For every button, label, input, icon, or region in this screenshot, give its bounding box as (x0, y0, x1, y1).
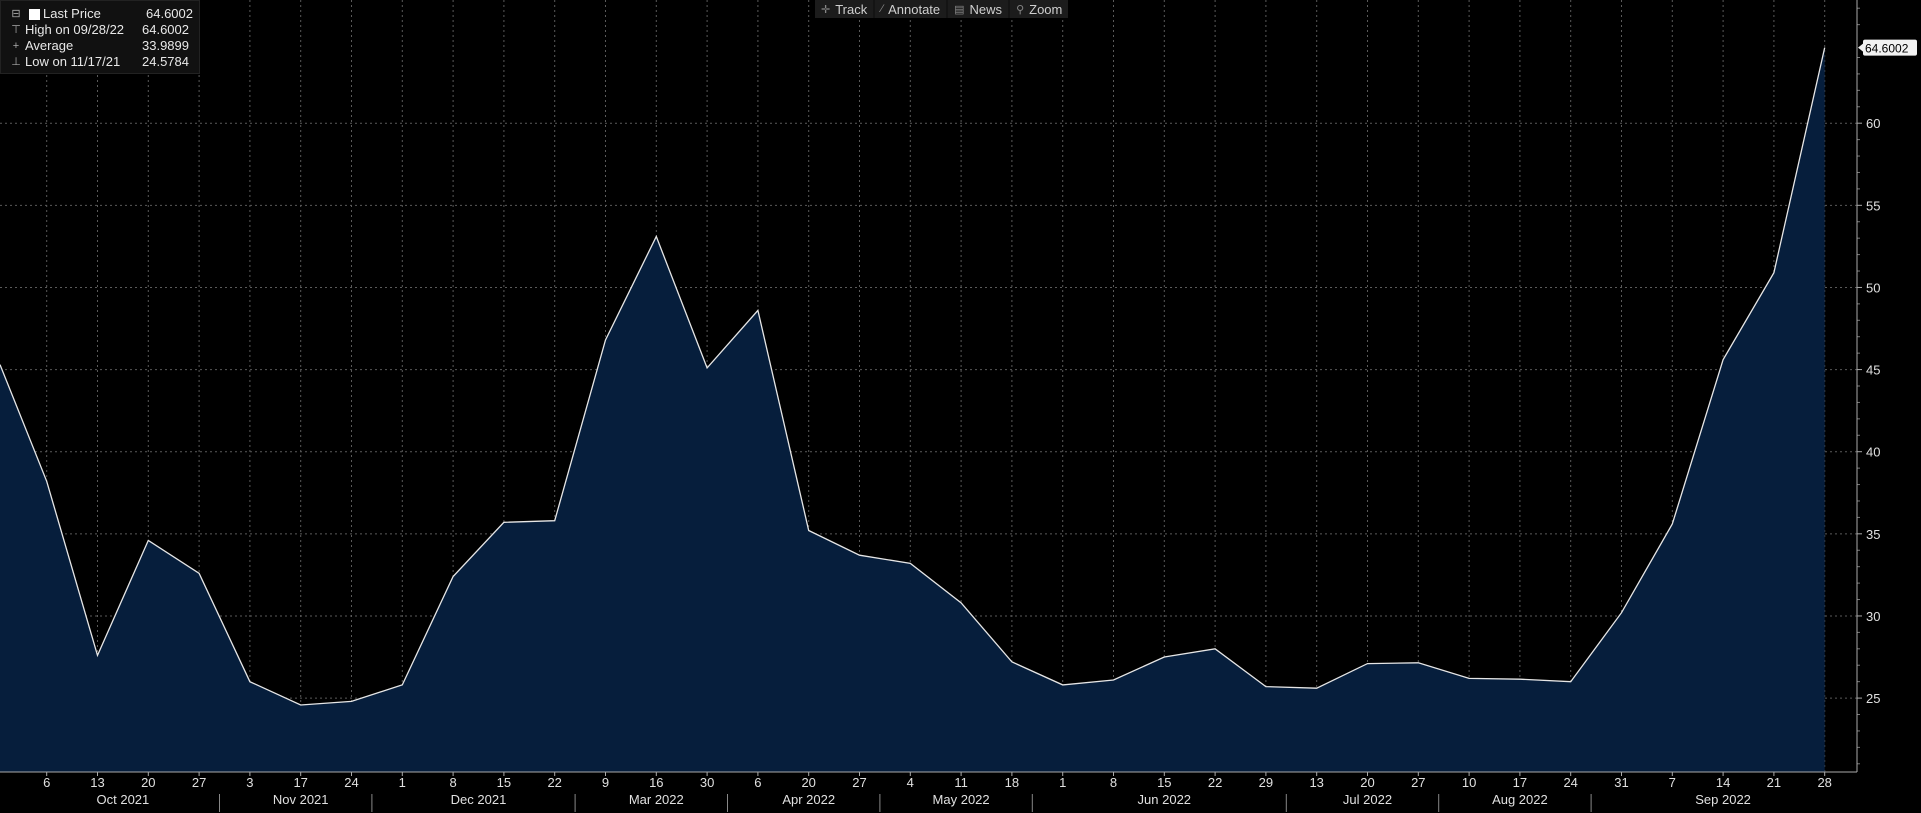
legend-row-last-price[interactable]: ⊟ Last Price 64.6002 (7, 6, 193, 22)
x-tick-label: 8 (449, 775, 456, 790)
legend-value: 33.9899 (142, 38, 189, 53)
x-tick-label: 6 (754, 775, 761, 790)
month-label: Sep 2022 (1695, 792, 1751, 807)
chart-toolbar: ✛ Track ∕ Annotate ▤ News ⚲ Zoom (815, 0, 1069, 18)
x-axis: 6 13 20 27 3 17 24 1 8 15 22 9 16 30 6 20 27 4 11 18 1 8 15 22 2… (0, 771, 1857, 812)
x-tick-label: 24 (344, 775, 358, 790)
track-button[interactable]: ✛ Track (815, 0, 874, 18)
legend-value: 64.6002 (142, 22, 189, 37)
legend-label: High on 09/28/22 (25, 22, 125, 37)
x-tick-label: 11 (954, 775, 968, 790)
x-tick-label: 13 (90, 775, 104, 790)
x-tick-label: 22 (1208, 775, 1222, 790)
legend-label: Average (25, 38, 74, 53)
x-tick-label: 27 (852, 775, 866, 790)
month-label: May 2022 (933, 792, 990, 807)
y-tick-label: 55 (1866, 198, 1880, 213)
x-tick-label: 20 (1360, 775, 1374, 790)
y-tick-label: 30 (1866, 609, 1880, 624)
news-button[interactable]: ▤ News (948, 0, 1009, 18)
x-tick-label: 27 (1411, 775, 1425, 790)
series-swatch (29, 8, 40, 20)
legend-label: Last Price (43, 6, 101, 21)
x-tick-label: 21 (1767, 775, 1781, 790)
y-tick-label: 60 (1866, 116, 1880, 131)
y-tick-label: 35 (1866, 527, 1880, 542)
x-tick-label: 18 (1005, 775, 1019, 790)
x-tick-label: 27 (192, 775, 206, 790)
x-tick-label: 14 (1716, 775, 1730, 790)
legend-value: 64.6002 (146, 6, 193, 21)
x-tick-label: 10 (1462, 775, 1476, 790)
annotate-button[interactable]: ∕ Annotate (875, 0, 947, 18)
pencil-icon: ∕ (881, 3, 884, 15)
month-label: Dec 2021 (451, 792, 507, 807)
x-tick-label: 6 (43, 775, 50, 790)
last-price-pointer (1858, 43, 1863, 52)
legend-panel: ⊟ Last Price 64.6002 ⊤ High on 09/28/22 … (0, 0, 200, 74)
x-tick-label: 8 (1110, 775, 1117, 790)
month-label: Nov 2021 (273, 792, 329, 807)
y-tick-label: 50 (1866, 280, 1880, 295)
low-marker-icon: ⊥ (11, 56, 21, 68)
x-tick-label: 17 (293, 775, 307, 790)
y-tick-label: 40 (1866, 445, 1880, 460)
high-marker-icon: ⊤ (11, 24, 21, 36)
x-tick-label: 17 (1513, 775, 1527, 790)
grid-lines (0, 0, 1857, 772)
x-tick-label: 28 (1817, 775, 1831, 790)
last-price-label-box (1863, 39, 1917, 56)
y-axis: 25 30 35 40 45 50 55 60 64.6002 (1856, 0, 1917, 772)
x-tick-label: 15 (497, 775, 511, 790)
news-label: News (969, 1, 1003, 17)
x-tick-label: 4 (907, 775, 914, 790)
x-tick-label: 22 (547, 775, 561, 790)
last-price-label: 64.6002 (1865, 42, 1909, 56)
y-tick-label: 45 (1866, 363, 1880, 378)
month-label: Jul 2022 (1343, 792, 1392, 807)
month-label: Jun 2022 (1138, 792, 1192, 807)
month-label: Oct 2021 (97, 792, 150, 807)
y-tick-label: 25 (1866, 691, 1880, 706)
x-tick-label: 29 (1259, 775, 1273, 790)
x-tick-label: 1 (399, 775, 406, 790)
legend-label: Low on 11/17/21 (25, 54, 121, 69)
news-icon: ▤ (954, 3, 965, 16)
crosshair-icon: ✛ (821, 3, 831, 16)
x-tick-label: 7 (1669, 775, 1676, 790)
x-tick-label: 9 (602, 775, 609, 790)
collapse-icon[interactable]: ⊟ (11, 8, 21, 20)
month-label: Apr 2022 (782, 792, 835, 807)
zoom-label: Zoom (1029, 1, 1063, 17)
month-label: Aug 2022 (1492, 792, 1548, 807)
track-label: Track (835, 1, 868, 17)
x-tick-label: 20 (141, 775, 155, 790)
x-tick-label: 1 (1059, 775, 1066, 790)
series-area (0, 47, 1825, 773)
plot-area (0, 47, 1826, 773)
zoom-button[interactable]: ⚲ Zoom (1010, 0, 1069, 18)
legend-row-average[interactable]: + Average 33.9899 (7, 38, 193, 54)
annotate-label: Annotate (888, 1, 941, 17)
x-tick-label: 3 (246, 775, 253, 790)
x-tick-label: 31 (1614, 775, 1628, 790)
x-tick-label: 15 (1157, 775, 1171, 790)
legend-value: 24.5784 (142, 54, 189, 69)
x-tick-label: 13 (1309, 775, 1323, 790)
x-tick-label: 24 (1563, 775, 1577, 790)
magnifier-icon: ⚲ (1016, 3, 1025, 16)
x-tick-label: 16 (649, 775, 663, 790)
month-label: Mar 2022 (629, 792, 684, 807)
x-tick-label: 20 (801, 775, 815, 790)
average-marker-icon: + (12, 40, 20, 52)
legend-row-low[interactable]: ⊥ Low on 11/17/21 24.5784 (7, 54, 193, 70)
x-tick-label: 30 (700, 775, 714, 790)
legend-row-high[interactable]: ⊤ High on 09/28/22 64.6002 (7, 22, 193, 38)
